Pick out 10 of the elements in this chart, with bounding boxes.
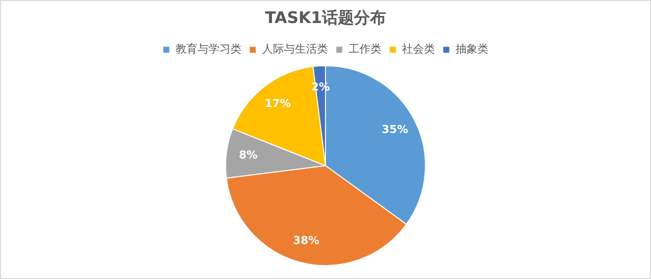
legend-label: 抽象类 <box>455 42 488 56</box>
chart-title: TASK1话题分布 <box>264 8 386 27</box>
legend-label: 社会类 <box>402 42 435 56</box>
legend-label: 教育与学习类 <box>175 42 242 56</box>
data-label: 38% <box>292 234 320 247</box>
legend-label: 工作类 <box>348 42 382 56</box>
legend-label: 人际与生活类 <box>262 42 328 56</box>
data-label: 35% <box>382 123 408 136</box>
data-label: 8% <box>238 148 258 162</box>
data-label: 17% <box>264 96 291 110</box>
